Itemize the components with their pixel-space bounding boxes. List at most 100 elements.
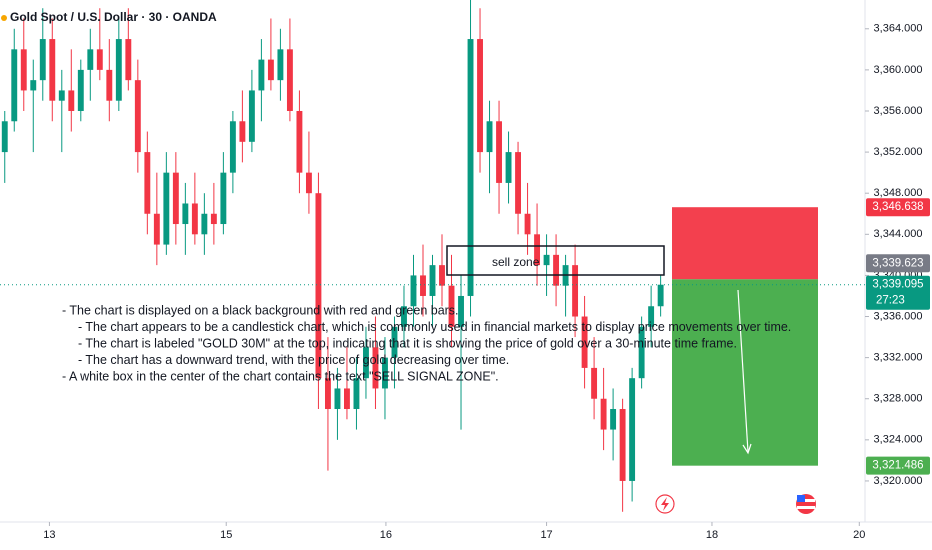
price-tag-label: 3,321.486 (872, 460, 923, 472)
note-line: - The chart appears to be a candlestick … (78, 320, 791, 334)
candle-body (191, 203, 198, 235)
candle-body (267, 59, 274, 81)
note-line: - The chart is labeled "GOLD 30M" at the… (78, 336, 737, 350)
candle-body (372, 347, 379, 389)
price-tag (866, 198, 930, 217)
candle-body (420, 275, 426, 296)
candle-body (505, 152, 512, 183)
candle-body (68, 90, 75, 111)
candle-body (1, 121, 8, 153)
candle-body (496, 121, 502, 183)
y-tick-label: 3,324.000 (874, 434, 923, 446)
price-tag (866, 254, 930, 273)
y-tick-label: 3,360.000 (874, 64, 923, 76)
candle-body (382, 357, 388, 389)
candle-body (458, 295, 464, 327)
price-tag-label: 3,346.638 (872, 201, 923, 213)
candle-body (543, 254, 550, 266)
candle-body (172, 172, 179, 225)
sell-zone-box (446, 245, 665, 276)
candle-body (106, 69, 113, 101)
candle-body (467, 39, 474, 296)
alert-icon[interactable] (655, 494, 675, 514)
candle-body (134, 80, 141, 153)
candle-body (229, 121, 236, 173)
candle-body (448, 285, 455, 327)
candle-body (429, 265, 436, 296)
candle-body (439, 265, 445, 286)
forecast-arrowhead (742, 443, 752, 455)
candle-body (315, 193, 322, 379)
candle-body (477, 39, 483, 153)
candle-body (305, 172, 312, 194)
price-tag-label: 3,339.623 (872, 257, 923, 269)
economic-events-icon[interactable] (796, 494, 816, 514)
candle-body (182, 203, 189, 225)
candle-body (239, 121, 246, 142)
candle-body (486, 121, 493, 153)
y-tick-label: 3,320.000 (874, 475, 923, 487)
forecast-arrow (737, 289, 749, 453)
stop-loss-area (672, 207, 818, 280)
candle-body (572, 265, 579, 317)
candle-body (591, 367, 598, 399)
price-tag-label: 3,339.095 (872, 279, 923, 291)
y-tick-label: 3,332.000 (874, 352, 923, 364)
candle-body (30, 80, 37, 91)
note-line: - The chart is displayed on a black back… (62, 303, 459, 317)
y-tick-label: 3,336.000 (874, 310, 923, 322)
candle-body (258, 59, 265, 91)
candle-body (20, 49, 27, 91)
candle-body (144, 152, 151, 214)
candle-body (657, 284, 664, 307)
candle-body (344, 388, 350, 410)
candle-body (648, 306, 655, 327)
candle-body (553, 254, 560, 286)
candle-body (334, 388, 341, 410)
price-tag (866, 456, 930, 475)
candle-body (153, 213, 160, 245)
candle-body (610, 409, 617, 430)
x-tick-label: 17 (540, 529, 552, 541)
candle-body (296, 110, 303, 173)
status-dot (1, 15, 7, 21)
y-tick-label: 3,352.000 (874, 146, 923, 158)
x-tick-label: 13 (43, 529, 55, 541)
candle-body (163, 172, 170, 245)
candle-body (324, 378, 331, 410)
candle-body (629, 378, 636, 481)
candle-body (11, 49, 18, 122)
candle-body (277, 49, 284, 81)
candle-body (77, 69, 84, 111)
candle-body (600, 398, 607, 430)
candle-body (115, 39, 122, 101)
candle-body (581, 316, 588, 368)
x-tick-label: 20 (853, 529, 865, 541)
candle-body (248, 90, 255, 142)
price-tag (866, 275, 930, 310)
candle-body (515, 152, 521, 214)
candle-body (391, 326, 398, 358)
x-tick-label: 18 (706, 529, 718, 541)
candle-body (58, 90, 65, 101)
candle-body (619, 409, 626, 481)
candle-body (534, 234, 541, 266)
candle-body (210, 213, 217, 225)
x-tick-label: 16 (380, 529, 392, 541)
y-tick-label: 3,364.000 (874, 23, 923, 35)
candle-body (96, 49, 103, 70)
candle-body (125, 39, 132, 81)
candle-body (410, 275, 417, 307)
x-tick-label: 15 (220, 529, 232, 541)
note-line: - The chart has a downward trend, with t… (78, 353, 509, 367)
candle-body (220, 172, 227, 225)
sell-zone-label: sell zone (492, 255, 540, 269)
candle-body (401, 306, 407, 327)
take-profit-area (672, 279, 818, 466)
note-line: - A white box in the center of the chart… (62, 369, 499, 383)
candle-body (353, 378, 360, 410)
y-tick-label: 3,356.000 (874, 105, 923, 117)
candle-body (49, 39, 56, 101)
y-tick-label: 3,348.000 (874, 187, 923, 199)
